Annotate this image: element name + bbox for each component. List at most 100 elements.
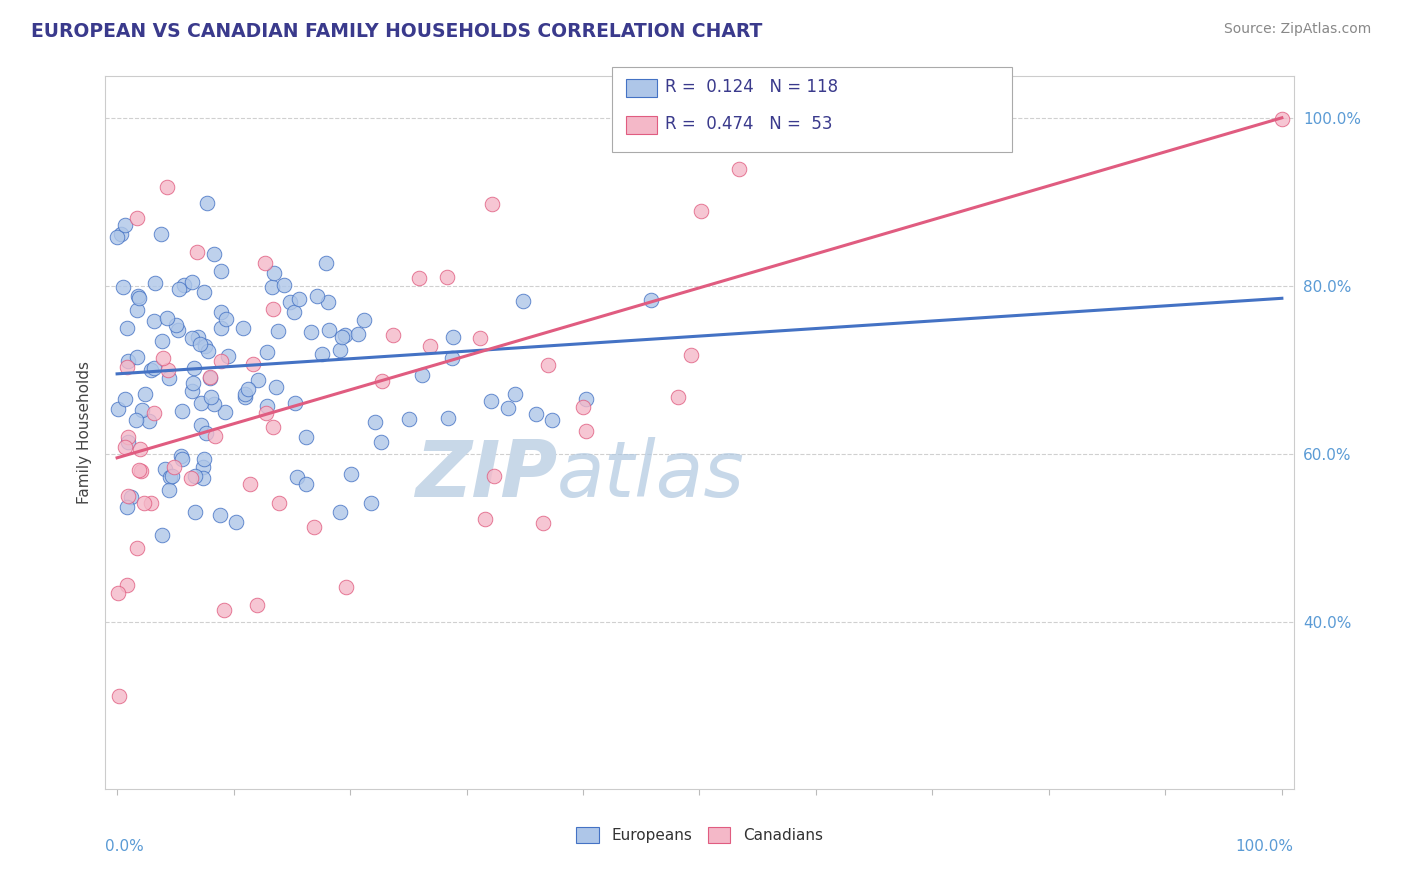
Point <box>411 368 433 382</box>
Point <box>353 313 375 327</box>
Point <box>266 324 288 338</box>
Point <box>727 162 749 177</box>
Point <box>190 395 212 409</box>
Point <box>311 346 333 360</box>
Point <box>142 406 165 420</box>
Point <box>142 313 165 327</box>
Point <box>128 463 150 477</box>
Point <box>329 343 352 358</box>
Point <box>370 435 392 450</box>
Point <box>194 338 217 352</box>
Point <box>269 495 291 509</box>
Point <box>333 328 356 343</box>
Point <box>305 289 328 303</box>
Point <box>335 580 357 594</box>
Point <box>132 495 155 509</box>
Point <box>498 401 520 416</box>
Point <box>217 349 239 363</box>
Point <box>117 489 139 503</box>
Point <box>184 469 207 483</box>
Point <box>142 361 165 376</box>
Point <box>139 363 162 377</box>
Point <box>172 404 194 418</box>
Point <box>129 442 152 456</box>
Point <box>181 331 204 345</box>
Point <box>131 403 153 417</box>
Point <box>193 451 215 466</box>
Point <box>143 276 166 290</box>
Point <box>150 527 173 541</box>
Point <box>262 420 284 434</box>
Point <box>195 425 218 440</box>
Point <box>246 373 269 387</box>
Point <box>198 371 221 385</box>
Point <box>398 412 420 426</box>
Text: Source: ZipAtlas.com: Source: ZipAtlas.com <box>1223 22 1371 37</box>
Point <box>1271 112 1294 126</box>
Point <box>479 394 502 409</box>
Point <box>233 387 256 401</box>
Point <box>195 196 218 211</box>
Point <box>105 230 128 244</box>
Point <box>302 520 325 534</box>
Point <box>157 483 180 497</box>
Point <box>170 452 193 467</box>
Point <box>152 351 174 365</box>
Point <box>283 304 305 318</box>
Point <box>537 359 560 373</box>
Point <box>371 375 394 389</box>
Point <box>184 505 207 519</box>
Point <box>181 376 204 390</box>
Point <box>482 469 505 483</box>
Point <box>187 330 209 344</box>
Point <box>111 280 134 294</box>
Point <box>149 227 172 241</box>
Point <box>318 323 340 337</box>
Point <box>541 413 564 427</box>
Point <box>165 318 187 333</box>
Point <box>273 277 295 292</box>
Point <box>193 285 215 299</box>
Point <box>202 246 225 260</box>
Point <box>295 429 318 443</box>
Point <box>129 464 152 478</box>
Point <box>572 400 595 414</box>
Point <box>278 295 301 310</box>
Point <box>408 271 430 285</box>
Point <box>156 180 179 194</box>
Point <box>295 477 318 491</box>
Text: atlas: atlas <box>557 437 745 514</box>
Point <box>156 363 179 377</box>
Point <box>191 460 214 475</box>
Point <box>193 470 215 484</box>
Point <box>436 269 458 284</box>
Point <box>470 330 492 344</box>
Point <box>188 337 211 351</box>
Point <box>363 415 385 429</box>
Text: 100.0%: 100.0% <box>1236 839 1294 855</box>
Point <box>640 293 662 308</box>
Point <box>173 278 195 293</box>
Point <box>260 280 283 294</box>
Point <box>190 418 212 433</box>
Point <box>575 424 598 438</box>
Point <box>437 411 460 425</box>
Point <box>110 227 132 242</box>
Point <box>156 310 179 325</box>
Point <box>139 496 162 510</box>
Point <box>181 275 204 289</box>
Point <box>212 603 235 617</box>
Point <box>108 689 131 703</box>
Point <box>263 266 285 280</box>
Point <box>232 320 254 334</box>
Point <box>115 321 138 335</box>
Point <box>170 449 193 463</box>
Text: ZIP: ZIP <box>415 437 557 514</box>
Text: EUROPEAN VS CANADIAN FAMILY HOUSEHOLDS CORRELATION CHART: EUROPEAN VS CANADIAN FAMILY HOUSEHOLDS C… <box>31 22 762 41</box>
Point <box>159 470 181 484</box>
Point <box>481 197 503 211</box>
Point <box>127 211 149 226</box>
Point <box>285 470 308 484</box>
Point <box>127 541 149 556</box>
Point <box>419 339 441 353</box>
